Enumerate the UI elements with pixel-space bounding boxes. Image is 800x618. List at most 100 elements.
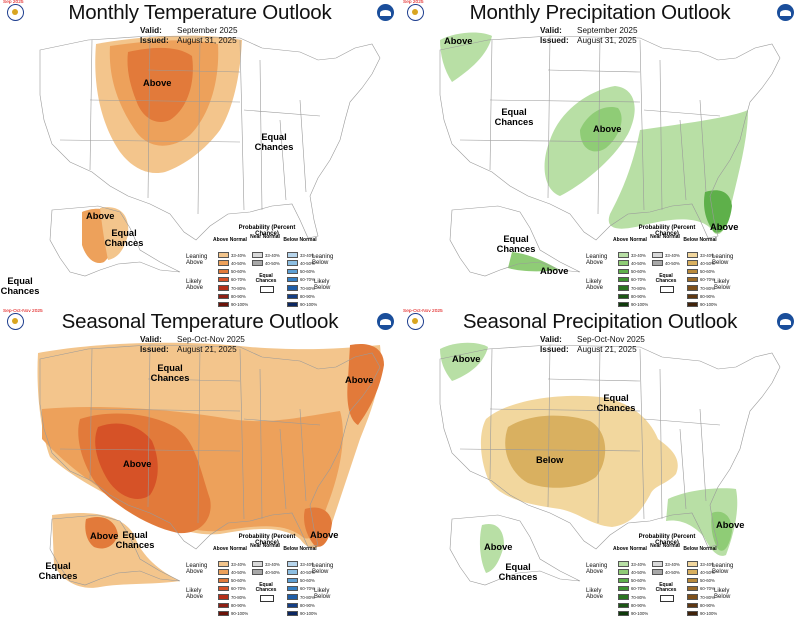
legend-swatch-above bbox=[618, 260, 629, 266]
legend-range-below: 33-40% bbox=[700, 561, 715, 567]
legend-leaning-below: Leaning Below bbox=[712, 254, 734, 267]
legend-swatch-below bbox=[287, 301, 298, 308]
legend-range-above: 50-60% bbox=[631, 269, 646, 275]
legend-range-below: 60-70% bbox=[300, 586, 315, 592]
valid-value: Sep-Oct-Nov 2025 bbox=[177, 335, 245, 344]
region-label: Equal Chances bbox=[104, 228, 144, 248]
corner-tag: Sep 2025 bbox=[403, 0, 424, 5]
legend-equal-chances: Equal Chances bbox=[255, 273, 277, 285]
legend-swatch-below bbox=[287, 577, 298, 584]
legend-range-near: 33-40% bbox=[665, 252, 680, 258]
legend-range-above: 50-60% bbox=[231, 578, 246, 584]
legend-swatch-near bbox=[252, 569, 263, 575]
legend-range-above: 70-80% bbox=[631, 594, 646, 600]
region-label: Equal Chances bbox=[254, 132, 294, 152]
corner-tag: Sep-Oct-Nov 2025 bbox=[3, 309, 43, 314]
legend-swatch-above bbox=[218, 577, 229, 584]
legend-swatch-above bbox=[218, 610, 229, 617]
legend-range-below: 40-50% bbox=[700, 260, 715, 266]
legend-likely-above: Likely Above bbox=[586, 279, 604, 292]
legend-range-below: 33-40% bbox=[700, 252, 715, 258]
region-label: Above bbox=[123, 459, 152, 469]
issued-label: Issued: bbox=[540, 35, 569, 45]
legend-range-below: 40-50% bbox=[700, 569, 715, 575]
legend-range-above: 90-100% bbox=[631, 611, 649, 617]
us-map bbox=[39, 35, 381, 277]
issued-value: August 31, 2025 bbox=[177, 35, 237, 45]
region-label: Equal Chances bbox=[115, 530, 155, 550]
legend-swatch-below bbox=[287, 252, 298, 258]
legend-range-above: 33-40% bbox=[631, 252, 646, 258]
valid-label: Valid: bbox=[140, 335, 162, 344]
legend-swatch-below bbox=[687, 260, 698, 266]
legend-swatch-above bbox=[618, 293, 629, 299]
noaa-logo-icon bbox=[777, 313, 794, 330]
legend-range-below: 60-70% bbox=[700, 277, 715, 283]
noaa-logo-icon bbox=[377, 4, 394, 21]
legend-col-below: Below Normal bbox=[683, 546, 717, 552]
legend-range-below: 33-40% bbox=[300, 561, 315, 567]
legend-col-below: Below Normal bbox=[283, 237, 317, 243]
issued-value: August 21, 2025 bbox=[577, 344, 637, 354]
legend-swatch-above bbox=[218, 585, 229, 592]
region-label: Above bbox=[710, 222, 739, 232]
legend-range-below: 80-90% bbox=[300, 294, 315, 299]
legend-range-below: 33-40% bbox=[300, 252, 315, 258]
legend-range-near: 40-50% bbox=[265, 569, 280, 575]
legend-swatch-above bbox=[618, 577, 629, 584]
panel-seasonal-temperature: Sep-Oct-Nov 2025 Seasonal Temperature Ou… bbox=[0, 309, 400, 618]
legend-range-near: 40-50% bbox=[665, 260, 680, 266]
legend-range-above: 80-90% bbox=[231, 603, 246, 608]
legend-swatch-above bbox=[218, 276, 229, 283]
noaa-logo-icon bbox=[377, 313, 394, 330]
panel-seasonal-precipitation: Sep-Oct-Nov 2025 Seasonal Precipitation … bbox=[400, 309, 800, 618]
legend-swatch-above bbox=[218, 252, 229, 258]
legend-swatch-below bbox=[287, 268, 298, 275]
issued-label: Issued: bbox=[140, 344, 169, 354]
legend-range-below: 70-80% bbox=[300, 285, 315, 291]
legend-range-above: 60-70% bbox=[631, 277, 646, 283]
legend-range-below: 90-100% bbox=[700, 302, 718, 308]
legend-leaning-above: Leaning Above bbox=[186, 254, 208, 267]
legend-range-below: 70-80% bbox=[700, 285, 715, 291]
panel-monthly-precipitation: Sep 2025 Monthly Precipitation Outlook V… bbox=[400, 0, 800, 309]
legend-swatch-above bbox=[618, 610, 629, 617]
legend-swatch-above bbox=[618, 301, 629, 308]
legend-heading: Probability (Percent Chance) bbox=[638, 225, 696, 238]
legend-swatch-above bbox=[618, 594, 629, 600]
legend-range-below: 70-80% bbox=[700, 594, 715, 600]
legend-range-below: 90-100% bbox=[700, 611, 718, 617]
us-outline bbox=[439, 344, 781, 586]
issued-value: August 31, 2025 bbox=[577, 35, 637, 45]
region-label: Equal Chances bbox=[494, 107, 534, 127]
legend-range-below: 40-50% bbox=[300, 569, 315, 575]
legend-swatch-above bbox=[618, 252, 629, 258]
legend-swatch-near bbox=[652, 260, 663, 266]
corner-tag: Sep-Oct-Nov 2025 bbox=[403, 309, 443, 314]
legend-range-above: 33-40% bbox=[231, 252, 246, 258]
legend-swatch-near bbox=[652, 569, 663, 575]
legend-range-above: 60-70% bbox=[231, 277, 246, 283]
legend-swatch-below bbox=[287, 260, 298, 266]
valid-issued: Valid: September 2025 Issued: August 31, 2… bbox=[540, 26, 638, 45]
region-label: Equal Chances bbox=[0, 276, 40, 296]
legend-col-near: Near Normal bbox=[250, 543, 280, 549]
legend-likely-below: Likely Below bbox=[314, 279, 331, 292]
valid-value: Sep-Oct-Nov 2025 bbox=[577, 335, 645, 344]
legend-likely-above: Likely Above bbox=[586, 588, 604, 601]
region-label: Above bbox=[143, 78, 172, 88]
legend-swatch-above bbox=[218, 301, 229, 308]
legend-range-above: 60-70% bbox=[631, 586, 646, 592]
region-label: Above bbox=[593, 124, 622, 134]
legend-likely-above: Likely Above bbox=[186, 279, 204, 292]
legend-swatch-above bbox=[218, 602, 229, 608]
legend-col-near: Near Normal bbox=[250, 234, 280, 240]
legend-swatch-below bbox=[687, 577, 698, 584]
legend-swatch-below bbox=[687, 561, 698, 567]
us-map bbox=[37, 342, 384, 588]
legend-col-below: Below Normal bbox=[683, 237, 717, 243]
legend-range-above: 50-60% bbox=[231, 269, 246, 275]
legend-range-below: 90-100% bbox=[300, 302, 318, 308]
legend-swatch-below bbox=[687, 602, 698, 608]
legend-swatch-below bbox=[687, 301, 698, 308]
